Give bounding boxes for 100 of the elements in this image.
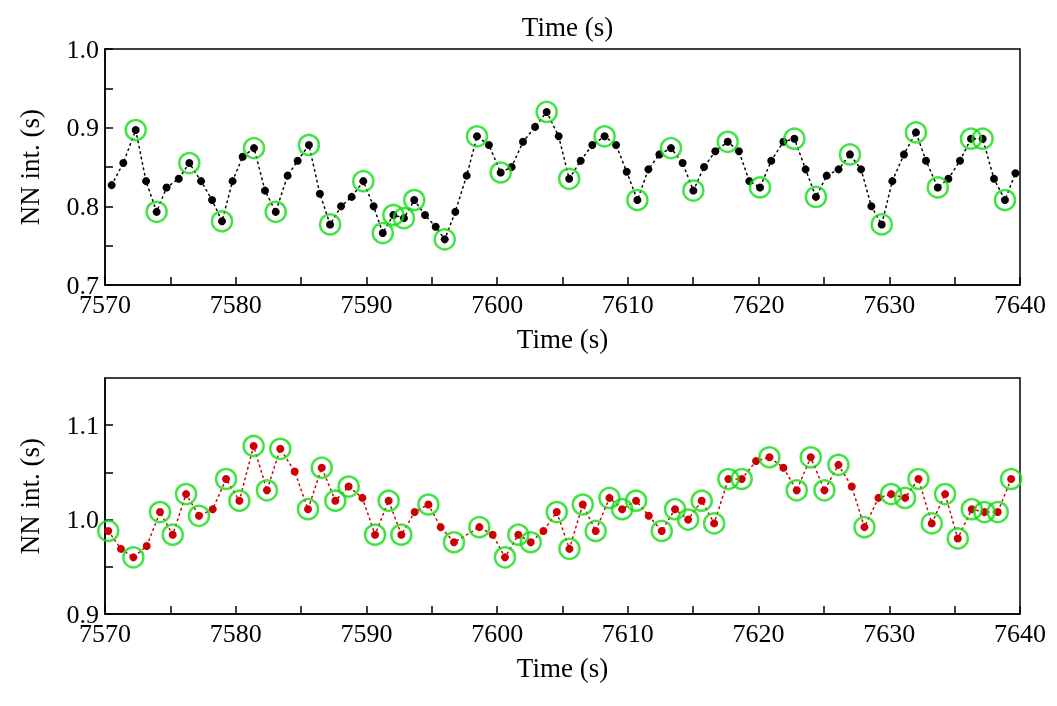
point [827,453,850,477]
point [337,475,360,498]
point [465,125,489,148]
x-tick-label: 7640 [994,618,1046,648]
point [716,130,739,154]
point [557,167,581,191]
point [324,489,347,512]
x-tick-label: 7640 [994,289,1046,319]
point [610,497,634,521]
point [214,467,238,491]
point [879,482,903,506]
y-tick-label: 1.0 [66,34,99,64]
point [717,467,740,491]
y-tick-label: 0.9 [66,113,99,143]
point [571,493,595,516]
point [296,497,320,521]
point [893,486,917,510]
point [933,482,957,506]
point [433,228,456,251]
point [682,179,705,202]
point [297,133,321,157]
x-tick-label: 7580 [209,289,262,319]
point [971,127,994,150]
point [853,515,876,539]
point [926,176,950,199]
point [318,213,342,236]
point [493,546,517,569]
x-tick-label: 7610 [601,289,654,319]
point [813,479,836,502]
point [519,531,542,554]
point [255,479,279,502]
point [187,504,211,528]
point [960,497,984,521]
point [907,467,930,491]
point [920,512,944,535]
point [702,512,726,535]
point [377,489,400,512]
point [489,161,512,184]
point [748,176,772,199]
point [650,519,673,543]
x-tick-label: 7600 [471,289,524,319]
point [122,546,145,569]
point [838,143,862,166]
y-axis-title: NN int. (s) [14,437,45,555]
point [870,213,893,236]
x-tick-label: 7620 [732,618,785,648]
point [124,118,147,142]
point [946,527,970,550]
point [382,203,405,227]
point [363,523,387,546]
point [659,136,683,160]
point [545,500,568,524]
point [507,523,530,546]
x-tick-label: 7630 [863,618,916,648]
point [174,482,198,506]
y-tick-label: 1.0 [66,505,99,535]
point [145,200,168,224]
point [598,486,621,510]
point [310,456,333,479]
y-axis-title: NN int. (s) [14,108,45,226]
point [264,200,287,224]
point [799,446,822,469]
point [626,188,649,212]
point [584,519,607,543]
y-tick-label: 1.1 [66,410,99,440]
x-tick-label: 7630 [863,289,916,319]
point [390,523,413,546]
point [210,210,234,233]
point [148,500,172,524]
x-tick-label: 7620 [732,289,785,319]
point [442,531,466,554]
point [783,127,806,150]
point [663,497,687,521]
point [959,127,983,150]
point [242,434,265,458]
point [535,100,558,124]
point [228,489,251,512]
point [352,169,375,193]
point [392,206,416,230]
point [973,500,996,524]
point [904,121,928,144]
x-tick-label: 7590 [340,289,393,319]
point [624,489,648,512]
point [690,489,713,512]
point [676,508,700,531]
point [804,185,828,209]
x-tick-label: 7590 [340,618,393,648]
y-tick-label: 0.8 [66,191,99,221]
point [730,467,753,491]
point [558,537,581,561]
x-tick-label: 7580 [209,618,262,648]
point [417,493,440,516]
point [758,446,781,469]
point [785,479,808,502]
point [986,500,1010,524]
point [178,151,201,175]
chart-title: Time (s) [521,11,614,42]
x-tick-label: 7600 [471,618,524,648]
x-axis-title: Time (s) [516,652,609,683]
x-tick-label: 7610 [601,618,654,648]
